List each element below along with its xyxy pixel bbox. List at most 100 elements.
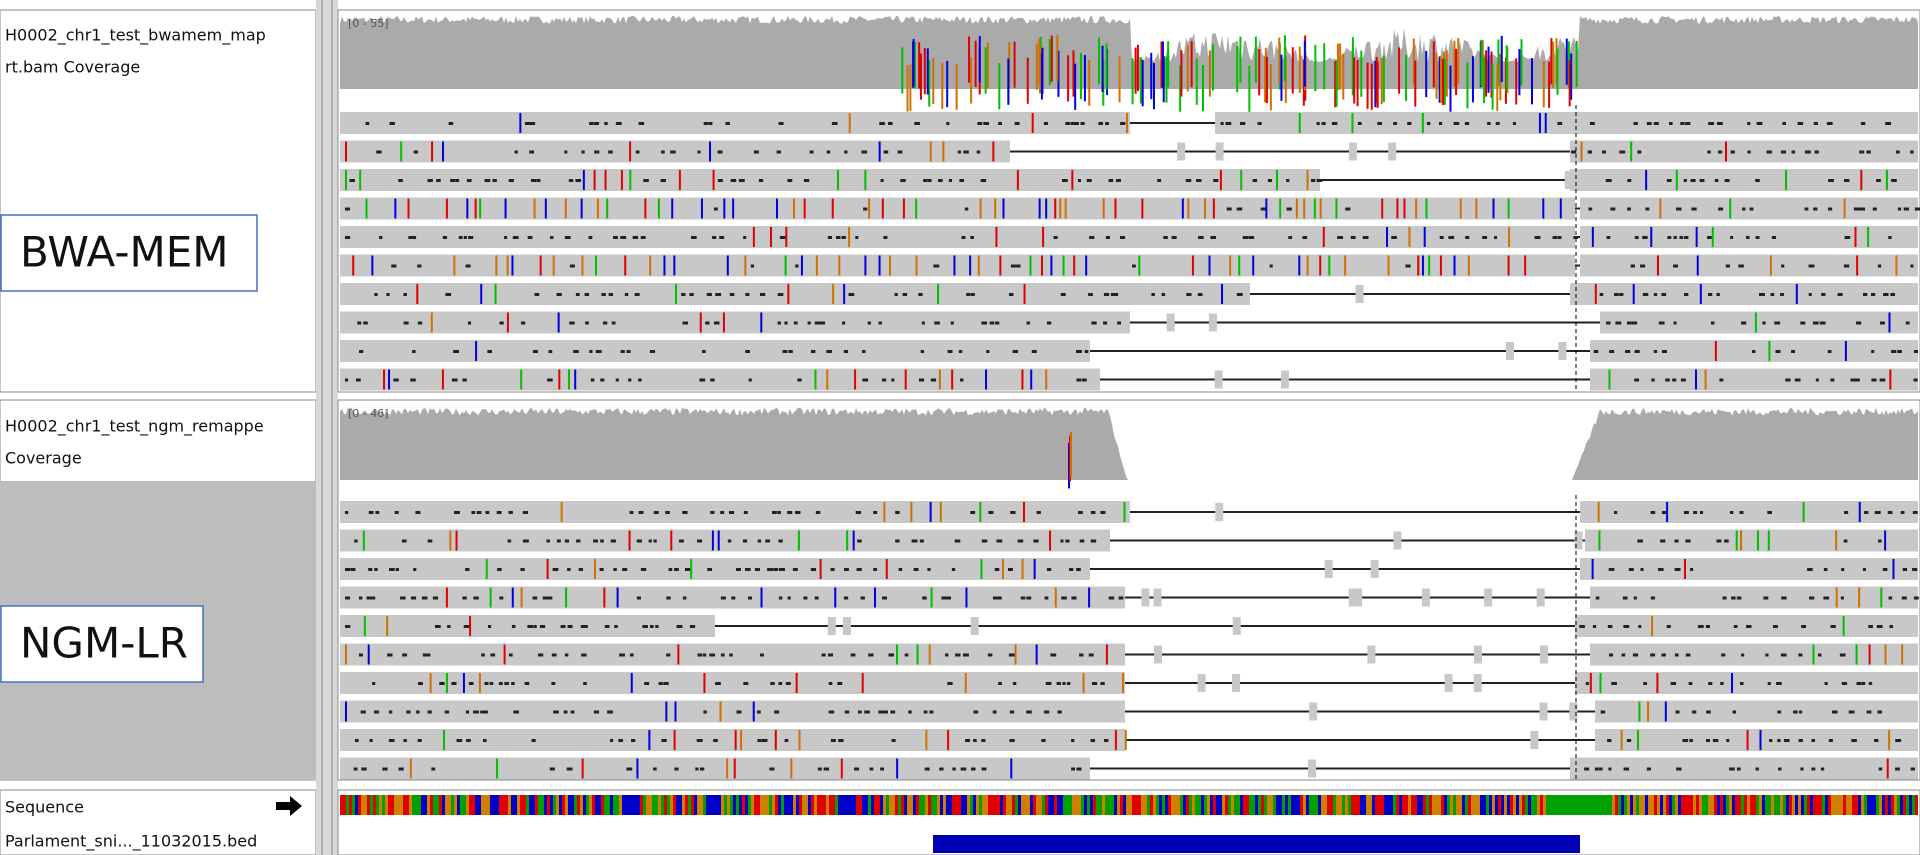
base [1201,795,1204,815]
small-indel [399,768,404,771]
small-indel [1867,711,1872,714]
base [574,795,577,815]
base [1570,795,1573,815]
small-indel [903,293,908,296]
base [1348,795,1351,815]
small-indel [713,739,718,742]
base [1477,795,1480,815]
small-indel [1824,568,1828,571]
small-indel [466,265,471,268]
base [946,795,949,815]
small-indel [547,597,552,600]
mismatch [1307,256,1309,276]
base [898,795,901,815]
mismatch [992,142,994,162]
small-indel [391,265,396,268]
base [799,795,802,815]
small-indel [1071,739,1074,742]
base [1852,795,1855,815]
mismatch [1659,199,1661,219]
base [1531,795,1534,815]
small-indel [1913,511,1918,514]
small-indel [630,654,634,657]
small-indel [1061,293,1066,296]
mismatch [1424,227,1426,247]
mismatch [1192,256,1194,276]
track-name[interactable]: Sequence [5,798,84,817]
base [739,795,742,815]
small-indel [534,293,539,296]
mismatch [644,199,646,219]
small-indel [1076,568,1081,571]
bed-feature[interactable] [933,835,1580,853]
coverage-mismatch [1398,47,1400,93]
small-indel [404,322,409,325]
small-indel [1317,122,1320,125]
small-indel [1672,379,1676,382]
mismatch [673,256,675,276]
small-indel [1643,293,1649,296]
base [1909,795,1912,815]
read-fragment [1198,674,1206,692]
mismatch [798,531,800,551]
small-indel [529,151,534,154]
base [820,795,823,815]
small-indel [345,597,350,600]
mismatch [1757,531,1759,551]
base [1111,795,1114,815]
mismatch [1598,502,1600,522]
small-indel [418,322,422,325]
track-name[interactable]: H0002_chr1_test_ngm_remappe [5,417,264,437]
divider[interactable] [316,0,338,855]
track-name[interactable]: H0002_chr1_test_bwamem_map [5,26,266,46]
small-indel [1032,350,1037,353]
small-indel [1785,379,1790,382]
small-indel [770,682,774,685]
mismatch [1705,370,1707,390]
mismatch [1560,199,1562,219]
small-indel [565,654,568,657]
base [1702,795,1705,815]
base [604,795,607,815]
small-indel [778,682,782,685]
small-indel [912,540,918,543]
base [1684,795,1687,815]
small-indel [1680,122,1684,125]
small-indel [1885,122,1891,125]
base [1060,795,1063,815]
small-indel [1087,179,1092,182]
small-indel [345,511,348,514]
track-name[interactable]: rt.bam Coverage [5,58,140,77]
base [1285,795,1288,815]
base [1402,795,1405,815]
small-indel [1634,122,1638,125]
base [1576,795,1579,815]
small-indel [565,540,569,543]
small-indel [1667,625,1671,628]
mismatch [1581,142,1583,162]
base [1462,795,1465,815]
small-indel [836,236,841,239]
coverage-mismatch [1506,45,1508,91]
mismatch [565,588,567,608]
base [955,795,958,815]
small-indel [389,711,392,714]
small-indel [695,768,698,771]
base [787,795,790,815]
base [1588,795,1591,815]
base [1399,795,1402,815]
base [1603,795,1606,815]
track-name[interactable]: Parlament_sni..._11032015.bed [5,832,257,852]
small-indel [982,768,987,771]
small-indel [824,768,829,771]
base [1198,795,1201,815]
small-indel [390,122,395,125]
track-name[interactable]: Coverage [5,449,82,468]
mismatch [1880,588,1882,608]
small-indel [718,151,723,154]
small-indel [641,236,646,239]
coverage-mismatch [1444,59,1446,105]
coverage-mismatch [1036,44,1038,90]
mismatch [1103,199,1105,219]
base [853,795,856,815]
